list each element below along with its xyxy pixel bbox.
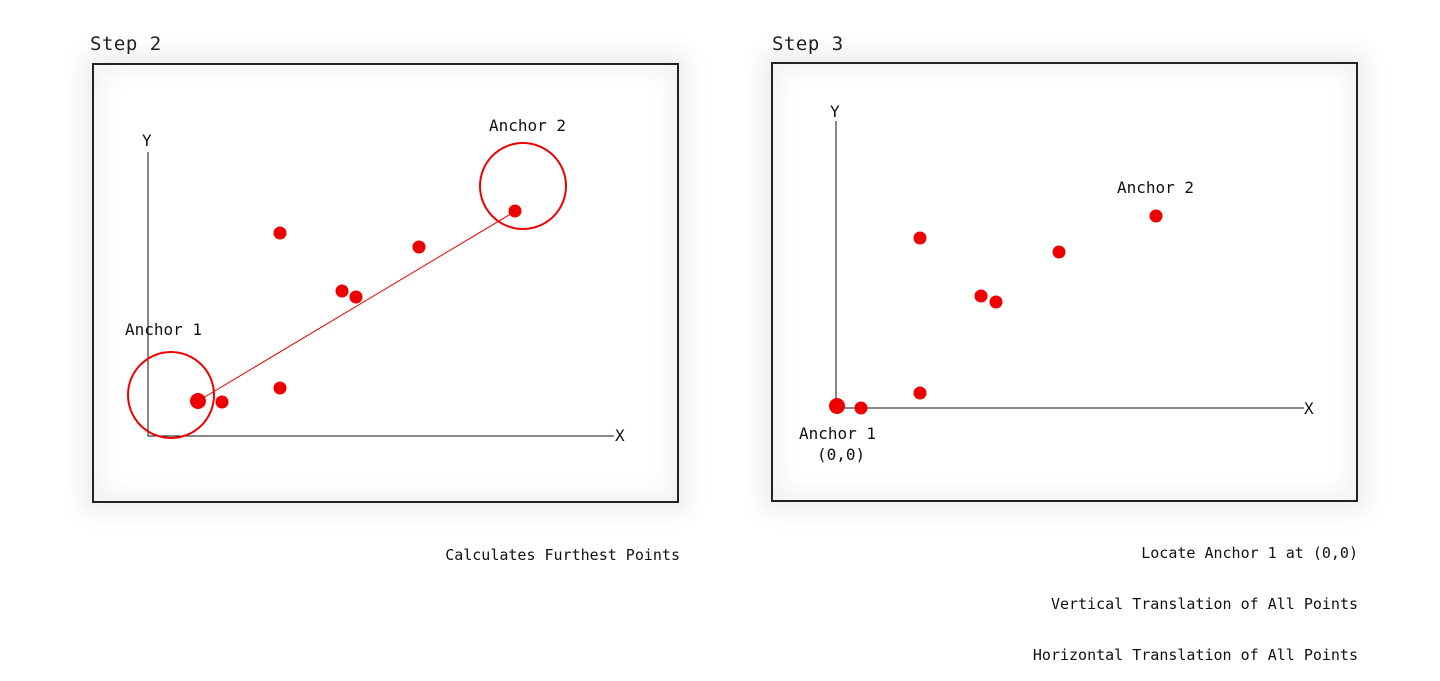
y-axis-label: Y	[830, 102, 840, 121]
anchor-1-coordinate: (0,0)	[817, 445, 866, 464]
data-point	[913, 386, 927, 400]
data-point	[349, 290, 363, 304]
step-2-diagram	[127, 142, 614, 439]
step-3-title: Step 3	[772, 33, 844, 55]
data-point	[215, 395, 229, 409]
x-axis-label: X	[1304, 399, 1314, 418]
anchor-2-point	[1149, 209, 1163, 223]
data-point	[273, 226, 287, 240]
data-point	[974, 289, 988, 303]
step-2-caption: Calculates Furthest Points	[445, 513, 680, 581]
anchor-1-label: Anchor 1	[799, 424, 877, 443]
x-axis-label: X	[615, 426, 625, 445]
data-point	[273, 381, 287, 395]
caption-line: Horizontal Translation of All Points	[1032, 646, 1358, 664]
data-point	[412, 240, 426, 254]
data-point	[913, 231, 927, 245]
data-point	[1052, 245, 1066, 259]
step-2-panel: Y X Anchor 1 Anchor 2	[92, 63, 679, 503]
step-2-title: Step 2	[90, 33, 162, 55]
anchor-2-label: Anchor 2	[1117, 178, 1195, 197]
anchor-1-point	[829, 398, 845, 414]
step-3-caption: Locate Anchor 1 at (0,0) Vertical Transl…	[1033, 511, 1358, 681]
anchor-2-label: Anchor 2	[489, 116, 567, 135]
step-3-panel: Y X Anchor 1 (0,0) Anchor 2	[771, 62, 1358, 502]
data-point	[335, 284, 349, 298]
caption-line: Calculates Furthest Points	[445, 546, 680, 564]
data-point	[989, 295, 1003, 309]
furthest-distance-line	[197, 211, 515, 402]
caption-line: Locate Anchor 1 at (0,0)	[1141, 544, 1358, 562]
anchor-2-point	[508, 204, 522, 218]
anchor-2-highlight-circle	[479, 142, 567, 230]
anchor-1-point	[190, 393, 206, 409]
caption-line: Vertical Translation of All Points	[1050, 595, 1358, 613]
y-axis-label: Y	[142, 131, 152, 150]
step-3-diagram	[829, 121, 1304, 415]
data-point	[854, 401, 868, 415]
anchor-1-label: Anchor 1	[125, 320, 203, 339]
anchor-1-highlight-circle	[127, 351, 215, 439]
